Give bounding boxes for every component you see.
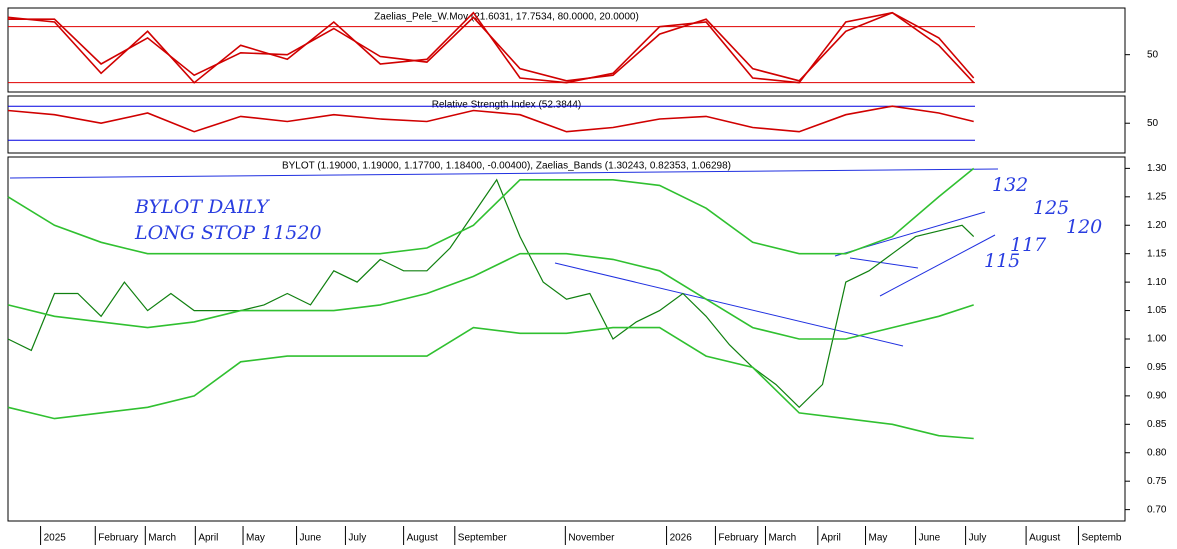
x-tick-label: Septemb bbox=[1081, 533, 1121, 544]
x-tick-label: September bbox=[458, 533, 508, 544]
series-line bbox=[7, 252, 974, 340]
trend-line bbox=[9, 168, 999, 179]
x-tick-label: August bbox=[1029, 533, 1060, 544]
y-tick-label: 50 bbox=[1147, 49, 1159, 60]
x-tick-label: March bbox=[148, 533, 176, 544]
annotation: 125 bbox=[1033, 197, 1069, 219]
x-tick-label: May bbox=[246, 533, 265, 544]
series-line bbox=[7, 326, 974, 440]
x-tick-label: February bbox=[718, 533, 758, 544]
trend-line bbox=[879, 234, 996, 297]
y-tick-label: 1.05 bbox=[1147, 305, 1167, 316]
panel-frame bbox=[7, 7, 1126, 93]
panel-frame bbox=[7, 95, 1126, 154]
trend-line bbox=[849, 257, 919, 269]
x-tick-label: May bbox=[869, 533, 888, 544]
y-tick-label: 0.95 bbox=[1147, 362, 1167, 373]
y-tick-label: 1.15 bbox=[1147, 248, 1167, 259]
x-tick-label: March bbox=[768, 533, 796, 544]
x-tick-label: 2025 bbox=[44, 533, 67, 544]
x-tick-label: April bbox=[198, 533, 218, 544]
annotation: 115 bbox=[984, 250, 1020, 272]
series-line bbox=[7, 178, 975, 409]
y-tick-label: 0.85 bbox=[1147, 419, 1167, 430]
x-tick-label: June bbox=[919, 533, 941, 544]
annotation: 117 bbox=[1010, 234, 1047, 256]
x-tick-label: November bbox=[568, 533, 615, 544]
x-tick-label: June bbox=[300, 533, 322, 544]
y-tick-label: 1.30 bbox=[1147, 163, 1167, 174]
panel-title: BYLOT (1.19000, 1.19000, 1.17700, 1.1840… bbox=[282, 161, 731, 172]
series-line bbox=[7, 105, 974, 133]
y-tick-label: 1.20 bbox=[1147, 220, 1167, 231]
x-tick-label: July bbox=[969, 533, 987, 544]
y-tick-label: 0.90 bbox=[1147, 391, 1167, 402]
y-tick-label: 50 bbox=[1147, 118, 1159, 129]
y-tick-label: 0.80 bbox=[1147, 447, 1167, 458]
y-tick-label: 1.10 bbox=[1147, 277, 1167, 288]
series-line bbox=[7, 167, 975, 255]
x-tick-label: August bbox=[407, 533, 438, 544]
y-tick-label: 0.75 bbox=[1147, 476, 1167, 487]
series-line bbox=[8, 11, 975, 82]
y-tick-label: 1.00 bbox=[1147, 334, 1167, 345]
annotation: 132 bbox=[992, 174, 1028, 196]
x-tick-label: April bbox=[821, 533, 841, 544]
y-tick-label: 1.25 bbox=[1147, 191, 1167, 202]
annotation: BYLOT DAILY bbox=[134, 196, 271, 218]
annotation: LONG STOP 11520 bbox=[134, 222, 322, 244]
panel-title: Zaelias_Pele_W.Mov (21.6031, 17.7534, 80… bbox=[374, 12, 639, 23]
panel-title: Relative Strength Index (52.3844) bbox=[432, 100, 582, 111]
y-tick-label: 0.70 bbox=[1147, 504, 1167, 515]
trend-line bbox=[554, 262, 904, 347]
annotation: 120 bbox=[1066, 216, 1102, 238]
x-tick-label: 2026 bbox=[670, 533, 693, 544]
x-tick-label: February bbox=[98, 533, 138, 544]
x-tick-label: July bbox=[348, 533, 366, 544]
